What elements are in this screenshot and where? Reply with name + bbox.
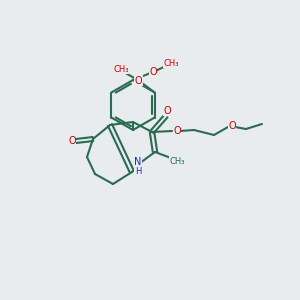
Text: N: N bbox=[134, 157, 142, 167]
Text: H: H bbox=[135, 167, 141, 176]
Text: O: O bbox=[149, 67, 157, 77]
Text: methoxy: methoxy bbox=[116, 68, 122, 69]
Text: O: O bbox=[163, 106, 171, 116]
Text: O: O bbox=[228, 121, 236, 131]
Text: O: O bbox=[173, 126, 181, 136]
Text: O: O bbox=[135, 76, 142, 85]
Text: CH₃: CH₃ bbox=[163, 58, 179, 68]
Text: CH₃: CH₃ bbox=[169, 157, 185, 166]
Text: O: O bbox=[68, 136, 76, 146]
Text: CH₃: CH₃ bbox=[114, 65, 129, 74]
